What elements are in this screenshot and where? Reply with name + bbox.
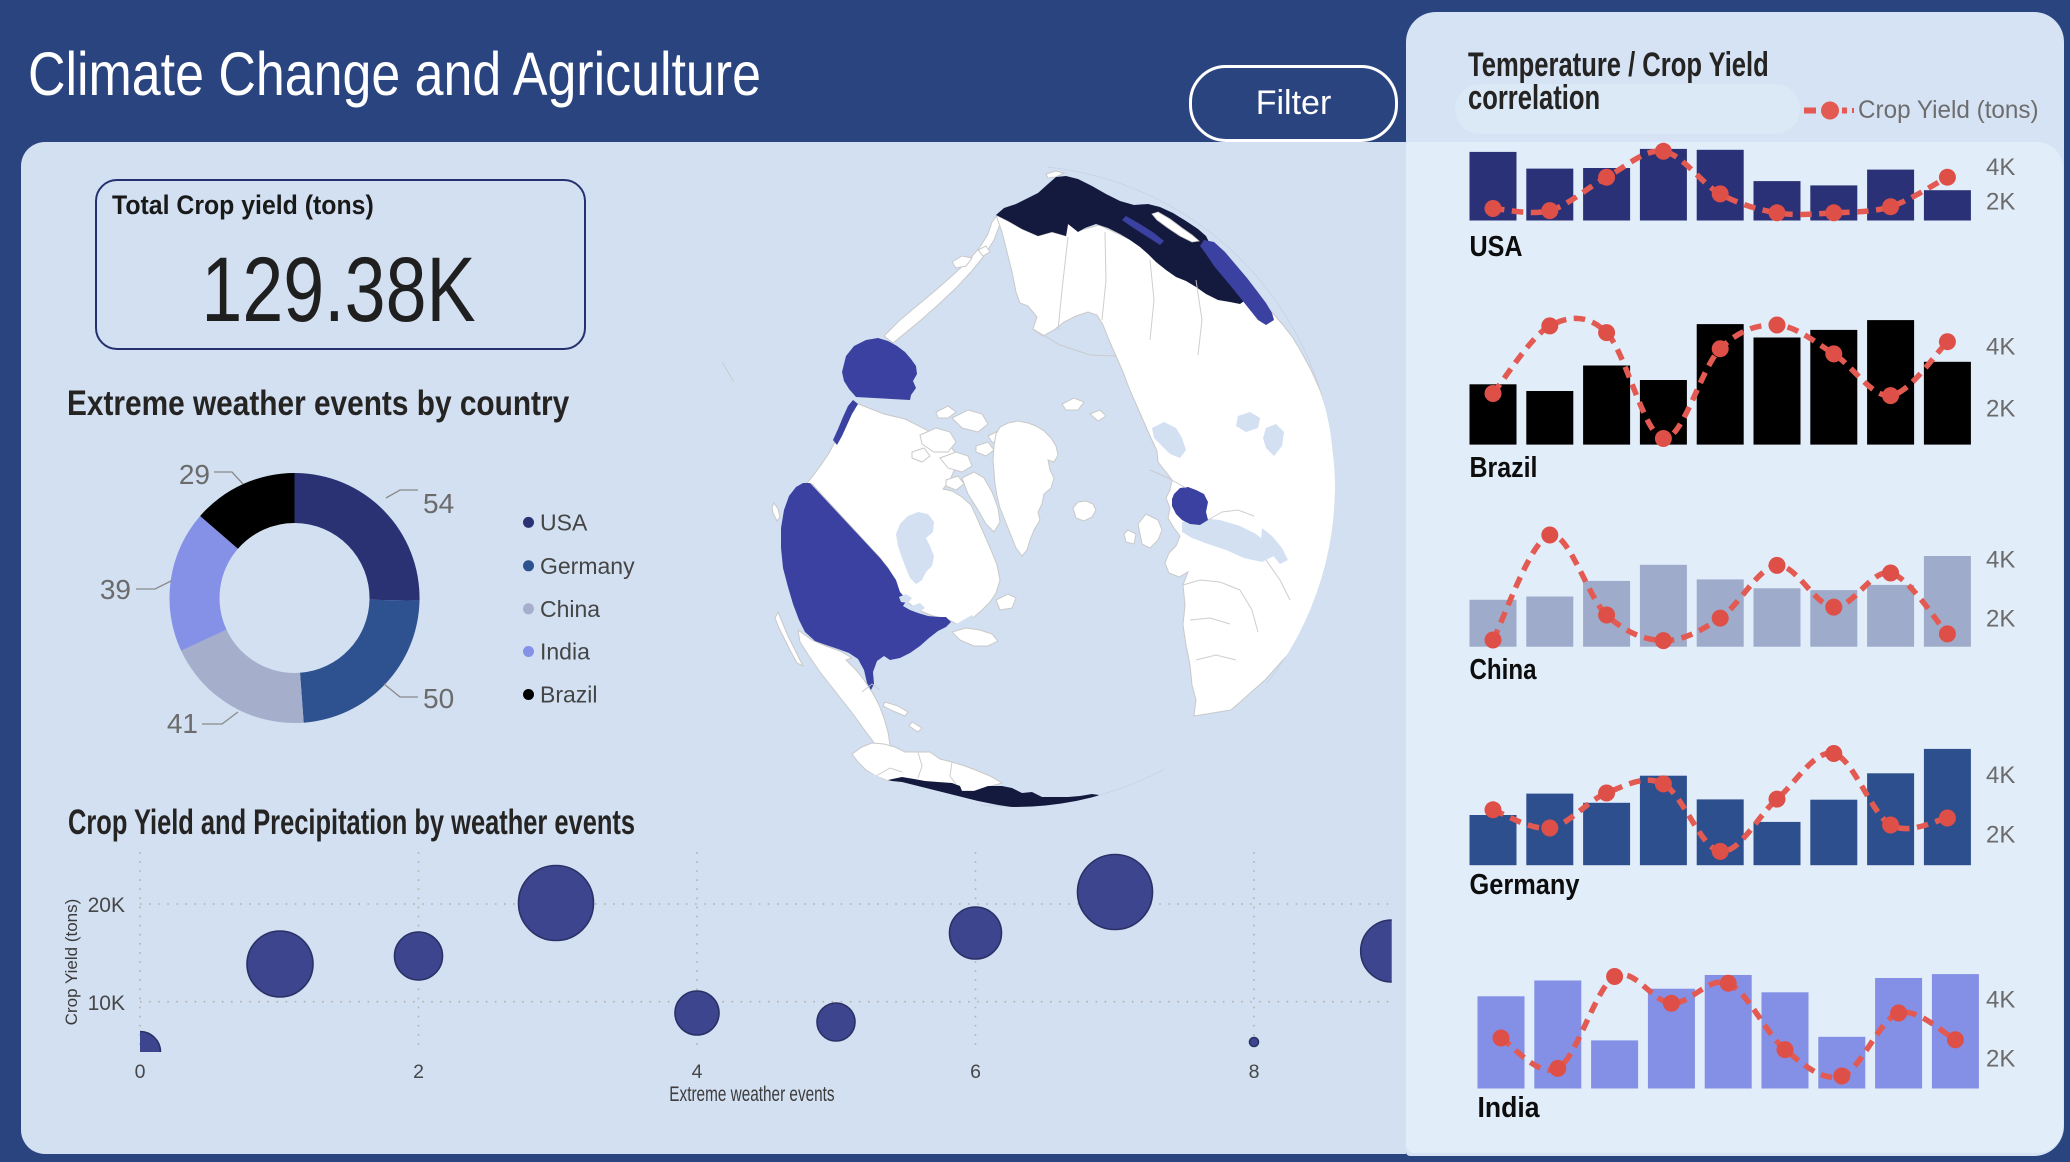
- svg-text:4K: 4K: [1986, 986, 2015, 1013]
- svg-text:2K: 2K: [1986, 189, 2015, 216]
- svg-text:4K: 4K: [1986, 333, 2015, 360]
- svg-text:54: 54: [423, 488, 454, 519]
- svg-text:4K: 4K: [1986, 546, 2015, 573]
- svg-text:Brazil: Brazil: [1470, 452, 1538, 484]
- svg-text:20K: 20K: [88, 894, 125, 917]
- svg-text:2K: 2K: [1986, 396, 2015, 423]
- svg-text:4: 4: [692, 1061, 703, 1083]
- svg-text:Crop Yield (tons): Crop Yield (tons): [62, 899, 81, 1026]
- svg-text:2K: 2K: [1986, 1046, 2015, 1073]
- svg-text:4K: 4K: [1986, 762, 2015, 789]
- svg-text:USA: USA: [540, 509, 588, 535]
- svg-text:2K: 2K: [1986, 606, 2015, 633]
- svg-text:India: India: [540, 639, 590, 665]
- svg-text:Germany: Germany: [1470, 869, 1580, 901]
- svg-text:39: 39: [100, 574, 131, 605]
- svg-text:0: 0: [135, 1061, 146, 1083]
- svg-text:50: 50: [423, 683, 454, 714]
- svg-text:Brazil: Brazil: [540, 682, 598, 708]
- svg-text:China: China: [1470, 654, 1538, 686]
- svg-text:USA: USA: [1470, 231, 1523, 263]
- svg-text:India: India: [1478, 1092, 1541, 1124]
- svg-text:Germany: Germany: [540, 553, 635, 579]
- svg-text:6: 6: [970, 1061, 981, 1083]
- svg-text:2K: 2K: [1986, 822, 2015, 849]
- svg-text:2: 2: [413, 1061, 424, 1083]
- svg-text:10K: 10K: [88, 992, 125, 1015]
- svg-text:41: 41: [167, 708, 198, 739]
- svg-text:China: China: [540, 596, 600, 622]
- svg-text:29: 29: [179, 459, 210, 490]
- svg-text:8: 8: [1249, 1061, 1260, 1083]
- svg-text:4K: 4K: [1986, 154, 2015, 181]
